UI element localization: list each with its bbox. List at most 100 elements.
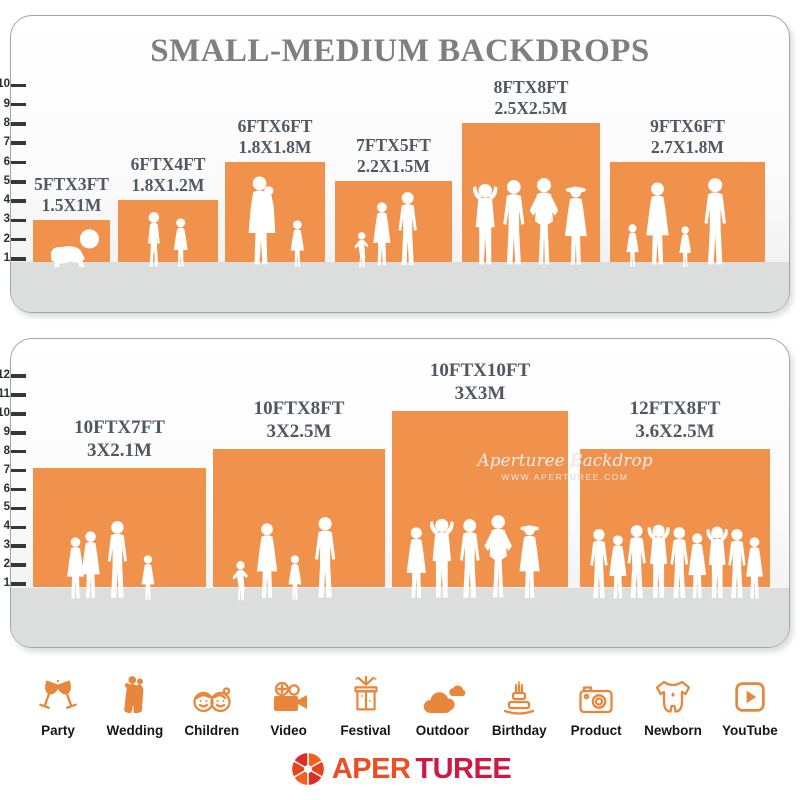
person-silhouette	[519, 525, 541, 598]
axis-tick	[11, 141, 26, 145]
axis-tick-label: 7	[3, 463, 10, 476]
backdrop-size-ft: 9FTX6FT	[650, 116, 725, 136]
backdrop-bar	[335, 181, 452, 262]
backdrop-size-m: 1.5X1M	[41, 195, 102, 216]
axis-tick	[11, 468, 26, 473]
backdrop-size-label: 10FTX10FT 3X3M	[395, 359, 565, 405]
axis-tick-label: 5	[3, 501, 10, 514]
backdrop-size-m: 2.5X2.5M	[494, 98, 568, 119]
newborn-icon	[651, 660, 695, 718]
person-silhouette	[256, 523, 278, 598]
category-label: Outdoor	[415, 723, 469, 738]
person-silhouette	[174, 218, 188, 267]
axis-tick	[11, 180, 26, 184]
backdrop-size-label: 6FTX6FT 1.8X1.8M	[190, 116, 360, 159]
backdrop-size-ft: 5FTX3FT	[34, 174, 109, 194]
person-silhouette	[679, 226, 692, 267]
axis-tick	[11, 257, 26, 261]
axis-tick-label: 3	[3, 539, 10, 552]
category-label: Newborn	[644, 723, 702, 738]
backdrop-size-m: 2.7X1.8M	[651, 137, 724, 158]
axis-tick-label: 2	[3, 558, 10, 571]
backdrop-size-label: 5FTX3FT 1.5X1M	[0, 174, 157, 217]
backdrop-size-ft: 7FTX5FT	[356, 135, 431, 155]
category-item-product: Product	[560, 660, 632, 738]
backdrop-size-m: 1.8X1.8M	[238, 137, 312, 158]
person-silhouette	[148, 212, 160, 267]
chart-title: SMALL-MEDIUM BACKDROPS	[150, 33, 650, 69]
axis-tick	[11, 218, 26, 223]
outdoor-icon	[418, 660, 466, 718]
category-label: Video	[270, 723, 307, 738]
axis-tick-label: 2	[3, 232, 10, 245]
person-silhouette	[107, 521, 128, 598]
backdrop-size-ft: 8FTX8FT	[493, 77, 569, 97]
category-row: Party Wedding Children Video Festival Ou…	[22, 660, 786, 738]
person-silhouette	[248, 176, 275, 265]
person-silhouette	[626, 224, 639, 267]
logo-text-right: TUREE	[415, 752, 512, 785]
watermark-url: WWW.APERTUREE.COM	[501, 472, 629, 482]
axis-tick	[11, 412, 26, 416]
axis-tick	[11, 506, 26, 511]
backdrop-size-ft: 10FTX7FT	[74, 417, 165, 438]
axis-tick-label: 4	[3, 194, 10, 207]
axis-tick-label: 3	[3, 213, 10, 226]
logo-text-left: APER	[331, 752, 411, 785]
axis-tick-label: 8	[3, 116, 10, 129]
axis-tick-label: 1	[3, 577, 10, 589]
category-item-outdoor: Outdoor	[406, 660, 478, 738]
watermark-brand: Aperturee Backdrop	[477, 451, 653, 471]
category-label: Festival	[340, 723, 391, 738]
axis-tick-label: 12	[0, 369, 10, 382]
backdrop-size-label: 10FTX8FT 3X2.5M	[214, 397, 384, 443]
backdrop-size-label: 12FTX8FT 3.6X2.5M	[590, 397, 760, 443]
ground-band	[11, 588, 789, 647]
birthday-icon	[497, 660, 541, 718]
backdrop-size-ft: 6FTX6FT	[237, 116, 313, 136]
backdrop-size-m: 1.8X1.2M	[131, 175, 205, 196]
children-icon	[189, 660, 235, 718]
person-silhouette	[233, 561, 249, 601]
party-icon	[34, 660, 82, 718]
axis-tick	[11, 83, 26, 88]
person-silhouette	[646, 182, 669, 265]
axis-tick-label: 9	[3, 425, 10, 438]
brand-logo: APER TUREE	[0, 750, 800, 788]
category-label: Product	[570, 723, 622, 738]
axis-tick	[11, 525, 26, 530]
axis-tick-label: 11	[0, 388, 10, 400]
person-silhouette	[704, 178, 727, 265]
person-silhouette	[290, 220, 304, 267]
product-icon	[573, 660, 619, 718]
person-silhouette	[430, 518, 454, 598]
axis-tick	[11, 431, 26, 435]
person-silhouette	[314, 517, 336, 598]
person-silhouette	[398, 192, 417, 265]
person-silhouette	[354, 232, 368, 268]
backdrop-size-m: 3X2.1M	[87, 440, 152, 462]
axis-tick-label: 1	[3, 252, 10, 264]
axis-tick-label: 9	[3, 97, 10, 110]
person-silhouette	[484, 515, 512, 598]
person-silhouette	[746, 537, 764, 599]
category-item-birthday: Birthday	[483, 660, 555, 738]
axis-tick	[11, 544, 26, 548]
axis-tick-label: 5	[3, 174, 10, 187]
axis-tick	[11, 160, 26, 165]
axis-tick-label: 8	[3, 444, 10, 457]
backdrop-size-label: 9FTX6FT 2.7X1.8M	[603, 116, 773, 159]
backdrop-size-label: 10FTX7FT 3X2.1M	[35, 416, 205, 462]
axis-tick	[11, 582, 26, 586]
backdrop-size-ft: 10FTX8FT	[253, 398, 345, 419]
baby-silhouette	[51, 229, 100, 268]
axis-tick	[11, 449, 26, 454]
youtube-icon	[729, 660, 771, 718]
person-silhouette	[288, 555, 302, 600]
person-silhouette	[529, 178, 559, 265]
axis-tick	[11, 102, 26, 107]
category-item-party: Party	[22, 660, 94, 738]
video-icon	[266, 660, 312, 718]
category-label: Birthday	[491, 723, 547, 738]
category-label: Party	[41, 723, 75, 738]
